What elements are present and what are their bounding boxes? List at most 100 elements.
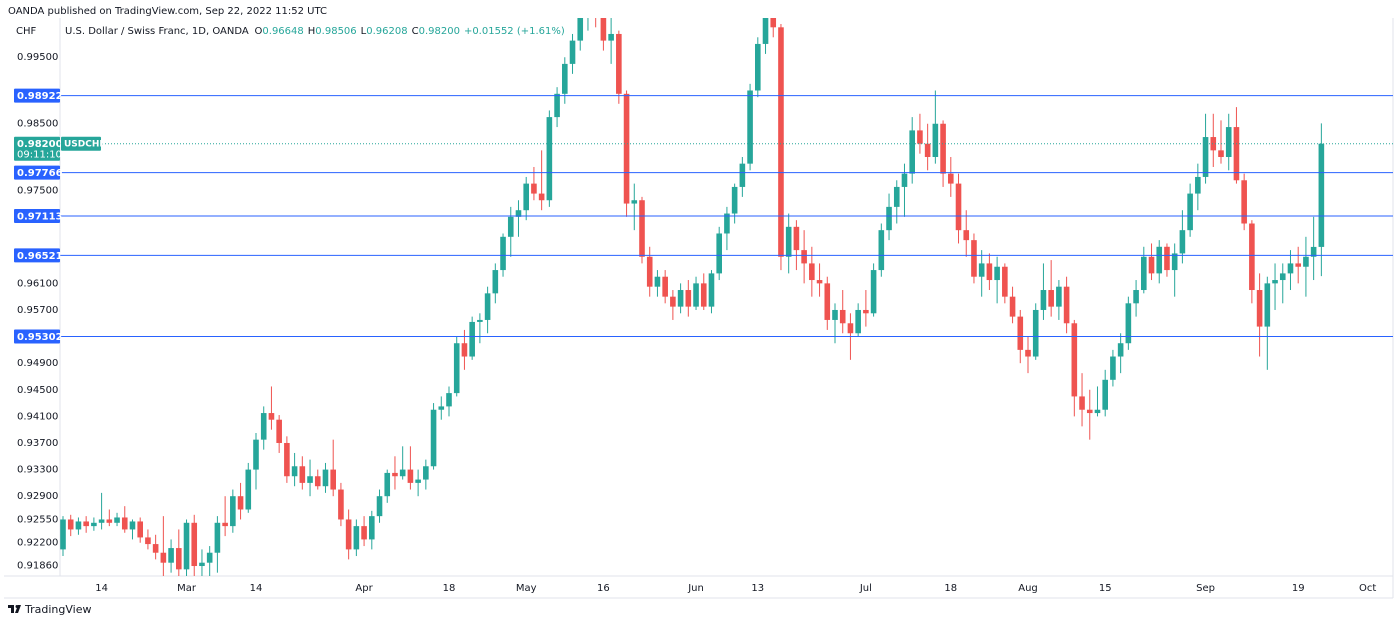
candle-body bbox=[392, 472, 398, 477]
candle-body bbox=[793, 226, 800, 251]
candle-body bbox=[917, 130, 923, 144]
y-tick-label: 0.93700 bbox=[17, 438, 58, 449]
symbol-box bbox=[61, 136, 101, 151]
level-label-box bbox=[14, 165, 60, 180]
candle-body bbox=[276, 419, 282, 443]
candle-body bbox=[994, 266, 1000, 281]
candle-body bbox=[778, 27, 784, 257]
candle-body bbox=[160, 552, 167, 563]
candle-body bbox=[801, 250, 807, 264]
candle-body bbox=[770, 18, 777, 28]
ohlc-key: L bbox=[361, 26, 367, 37]
y-tick-label: 0.94100 bbox=[17, 411, 58, 422]
candle-body bbox=[670, 296, 676, 307]
candle-body bbox=[330, 469, 336, 490]
candle-body bbox=[500, 236, 506, 271]
candle-body bbox=[98, 519, 105, 523]
candle-body bbox=[708, 273, 715, 307]
candle-body bbox=[345, 519, 352, 550]
candle-body bbox=[67, 519, 74, 530]
candle-body bbox=[183, 522, 190, 570]
candle-body bbox=[816, 280, 823, 284]
candle-body bbox=[538, 193, 545, 201]
candle-body bbox=[531, 183, 537, 194]
candle-body bbox=[322, 469, 329, 487]
x-tick-label: Oct bbox=[1359, 583, 1376, 594]
candle-body bbox=[577, 18, 584, 41]
candle-body bbox=[284, 442, 290, 477]
candle-body bbox=[477, 319, 483, 322]
candle-body bbox=[1148, 256, 1155, 274]
candle-body bbox=[1264, 283, 1271, 327]
candle-body bbox=[423, 466, 429, 480]
candle-body bbox=[685, 290, 692, 307]
candle-body bbox=[1102, 379, 1108, 410]
plot-area bbox=[60, 18, 1393, 576]
candle-body bbox=[616, 33, 622, 94]
candle-body bbox=[299, 466, 306, 483]
level-label-box bbox=[14, 248, 60, 263]
x-tick-label: Jul bbox=[859, 583, 872, 594]
ohlc-key: H bbox=[308, 26, 316, 37]
candle-body bbox=[214, 522, 221, 553]
candle-body bbox=[1071, 323, 1078, 397]
candle-body bbox=[1164, 246, 1170, 271]
candle-body bbox=[369, 516, 375, 540]
y-tick-label: 0.92900 bbox=[17, 491, 58, 502]
candle-body bbox=[1002, 266, 1008, 297]
y-tick-label: 0.99500 bbox=[17, 52, 58, 63]
x-tick-label: Apr bbox=[355, 583, 373, 594]
candle-body bbox=[1233, 127, 1240, 181]
candle-body bbox=[1287, 263, 1294, 274]
candle-body bbox=[106, 519, 113, 523]
candle-body bbox=[909, 130, 915, 174]
candle-body bbox=[168, 548, 174, 563]
x-tick-label: 16 bbox=[597, 583, 610, 594]
candle-body bbox=[1303, 256, 1309, 267]
candle-body bbox=[924, 143, 931, 158]
candle-body bbox=[724, 213, 730, 234]
ohlc-value: 0.96208 bbox=[366, 26, 407, 37]
candle-body bbox=[1009, 296, 1016, 317]
candle-body bbox=[639, 200, 645, 257]
x-tick-label: 15 bbox=[1099, 583, 1112, 594]
candle-body bbox=[484, 293, 491, 320]
candle-body bbox=[1086, 409, 1093, 414]
candle-body bbox=[1032, 309, 1039, 357]
candle-body bbox=[762, 18, 769, 44]
ohlc-key: O bbox=[255, 26, 263, 37]
candle-body bbox=[785, 226, 792, 257]
y-tick-label: 0.92550 bbox=[17, 514, 58, 525]
candle-body bbox=[677, 290, 684, 307]
candle-body bbox=[384, 472, 391, 497]
candle-body bbox=[492, 270, 499, 294]
y-tick-label: 0.92200 bbox=[17, 538, 58, 549]
y-tick-label: 0.95700 bbox=[17, 305, 58, 316]
candle-body bbox=[353, 526, 360, 550]
candle-body bbox=[1117, 343, 1124, 357]
candle-body bbox=[137, 521, 143, 538]
candle-body bbox=[446, 393, 452, 407]
candle-body bbox=[1202, 137, 1209, 177]
candle-body bbox=[739, 163, 746, 187]
level-label: 0.96521 bbox=[17, 251, 63, 262]
x-tick-label: Mar bbox=[177, 583, 197, 594]
candle-body bbox=[515, 210, 522, 217]
candle-body bbox=[1048, 290, 1054, 307]
ohlc-value: 0.96648 bbox=[262, 26, 303, 37]
candle-body bbox=[901, 173, 908, 187]
x-tick-label: 18 bbox=[443, 583, 456, 594]
candle-body bbox=[145, 537, 151, 545]
candle-body bbox=[1249, 223, 1255, 291]
candle-body bbox=[1094, 409, 1101, 414]
x-tick-label: May bbox=[516, 583, 537, 594]
candle-body bbox=[986, 263, 993, 281]
candle-body bbox=[963, 230, 970, 241]
candle-body bbox=[1125, 303, 1132, 344]
candle-body bbox=[230, 496, 236, 527]
currency: CHF bbox=[16, 26, 37, 37]
candle-body bbox=[878, 230, 885, 271]
candle-body bbox=[121, 517, 128, 530]
candle-body bbox=[1318, 143, 1325, 247]
